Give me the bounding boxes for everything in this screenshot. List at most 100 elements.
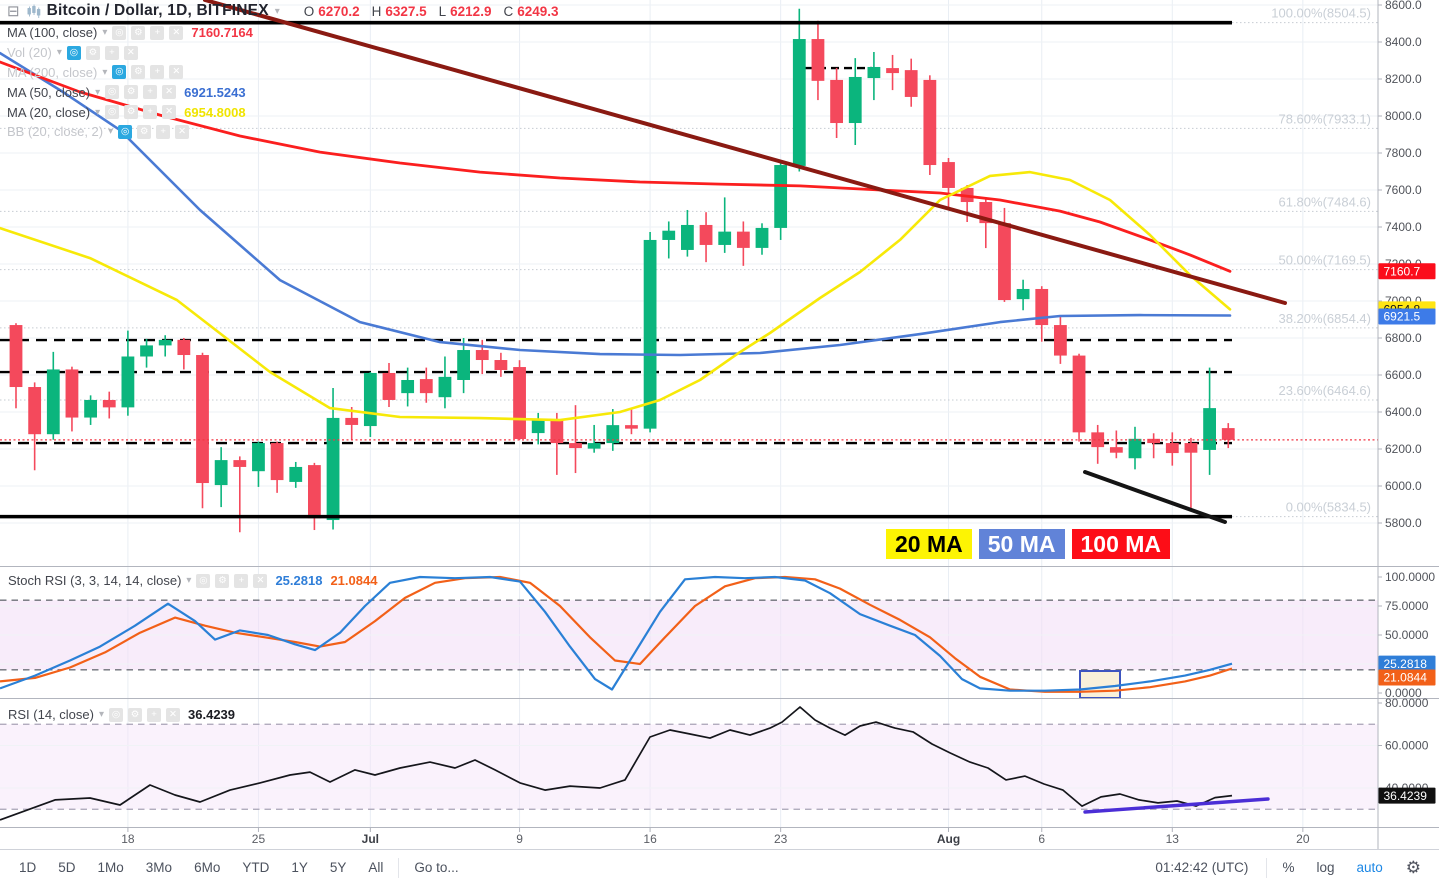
- range-button[interactable]: 1Mo: [97, 860, 124, 875]
- plus-icon[interactable]: +: [143, 105, 158, 120]
- range-button[interactable]: 3Mo: [145, 860, 173, 875]
- range-button[interactable]: YTD: [242, 860, 270, 875]
- price-axis-label: 8200.0: [1385, 72, 1422, 86]
- time-axis-label[interactable]: 25: [252, 832, 266, 846]
- chevron-down-icon[interactable]: ▾: [108, 126, 114, 138]
- gear-icon[interactable]: ⚙: [137, 124, 152, 139]
- ma-badge: 50 MA: [978, 529, 1065, 559]
- candle-body: [587, 443, 601, 449]
- chevron-down-icon[interactable]: ▾: [56, 47, 62, 59]
- plus-icon[interactable]: +: [147, 707, 162, 722]
- indicator-label[interactable]: MA (200, close): [7, 64, 98, 80]
- plus-icon[interactable]: +: [143, 85, 158, 100]
- time-axis-label[interactable]: 6: [1038, 832, 1045, 846]
- eye-icon[interactable]: ◎: [105, 105, 120, 120]
- gear-icon[interactable]: ⚙: [128, 707, 143, 722]
- plus-icon[interactable]: +: [150, 25, 165, 40]
- axis-badge: [1378, 669, 1436, 686]
- plus-icon[interactable]: +: [150, 65, 165, 80]
- indicator-label[interactable]: MA (100, close): [7, 25, 98, 41]
- candle-body: [46, 369, 60, 435]
- range-button[interactable]: 1D: [19, 860, 37, 875]
- clock[interactable]: 01:42:42 (UTC): [1155, 860, 1249, 875]
- gear-icon[interactable]: ⚙: [124, 85, 139, 100]
- chart-canvas[interactable]: 100.00%(8504.5) 78.60%(7933.1) 61.80%(7484…: [0, 0, 1439, 849]
- range-button[interactable]: 5Y: [329, 860, 347, 875]
- chevron-down-icon[interactable]: ▾: [274, 5, 280, 17]
- time-axis-label[interactable]: 18: [121, 832, 135, 846]
- goto-button[interactable]: Go to...: [414, 860, 459, 875]
- price-axis-label: 8400.0: [1385, 35, 1422, 49]
- collapse-panel-icon[interactable]: ⊟: [7, 2, 20, 20]
- eye-icon[interactable]: ◎: [105, 85, 120, 100]
- log-scale-button[interactable]: log: [1316, 860, 1335, 875]
- close-icon[interactable]: ✕: [162, 105, 177, 120]
- candle-body: [662, 230, 676, 240]
- close-icon[interactable]: ✕: [253, 573, 268, 588]
- auto-scale-button[interactable]: auto: [1356, 860, 1383, 875]
- chart-style-icon[interactable]: [26, 4, 41, 19]
- plus-icon[interactable]: +: [156, 124, 171, 139]
- ohlc-label: C: [503, 3, 514, 19]
- time-axis-label[interactable]: 9: [516, 832, 523, 846]
- close-icon[interactable]: ✕: [169, 25, 184, 40]
- eye-icon[interactable]: ◎: [112, 25, 127, 40]
- candle-body: [774, 165, 788, 228]
- range-button[interactable]: All: [368, 860, 384, 875]
- fib-label: 61.80%(7484.6): [1278, 194, 1371, 209]
- chevron-down-icon[interactable]: ▾: [102, 66, 108, 78]
- range-button[interactable]: 1Y: [291, 860, 308, 875]
- time-axis-label[interactable]: Jul: [362, 832, 379, 846]
- gear-icon[interactable]: ⚙: [124, 105, 139, 120]
- time-axis-label[interactable]: 13: [1166, 832, 1180, 846]
- chevron-down-icon[interactable]: ▾: [95, 106, 101, 118]
- eye-icon[interactable]: ◎: [196, 573, 211, 588]
- price-axis-label: 0.0000: [1385, 686, 1422, 700]
- time-axis-label[interactable]: Aug: [937, 832, 960, 846]
- eye-icon[interactable]: ◎: [109, 707, 124, 722]
- chevron-down-icon[interactable]: ▾: [186, 575, 192, 587]
- indicator-label[interactable]: MA (20, close): [7, 104, 91, 120]
- close-icon[interactable]: ✕: [162, 85, 177, 100]
- range-button[interactable]: 6Mo: [194, 860, 221, 875]
- chevron-down-icon[interactable]: ▾: [95, 86, 101, 98]
- time-axis-label[interactable]: 23: [774, 832, 788, 846]
- candle-body: [1072, 355, 1086, 433]
- range-button[interactable]: 5D: [58, 860, 76, 875]
- close-icon[interactable]: ✕: [175, 124, 190, 139]
- chevron-down-icon[interactable]: ▾: [102, 27, 108, 39]
- stoch-k-line: [0, 575, 1233, 692]
- time-axis-label[interactable]: 20: [1296, 832, 1310, 846]
- price-axis-label: 8600.0: [1385, 0, 1422, 12]
- indicator-row: MA (100, close) ▾ ◎ ⚙ + ✕ 7160.7164: [7, 23, 559, 43]
- gear-icon[interactable]: ⚙: [131, 65, 146, 80]
- candle-body: [681, 224, 694, 250]
- plus-icon[interactable]: +: [234, 573, 249, 588]
- rsi-label[interactable]: RSI (14, close): [8, 707, 94, 723]
- chevron-down-icon[interactable]: ▾: [98, 709, 105, 721]
- indicator-label[interactable]: MA (50, close): [7, 84, 91, 100]
- stoch-rsi-label[interactable]: Stoch RSI (3, 3, 14, 14, close): [8, 573, 182, 589]
- eye-icon[interactable]: ◎: [66, 45, 81, 60]
- percent-scale-button[interactable]: %: [1282, 860, 1295, 875]
- axis-badge: [1378, 308, 1436, 325]
- indicator-label[interactable]: Vol (20): [7, 45, 52, 61]
- eye-icon[interactable]: ◎: [118, 124, 133, 139]
- eye-icon[interactable]: ◎: [112, 65, 127, 80]
- candle-body: [84, 399, 97, 418]
- gear-icon[interactable]: ⚙: [1405, 857, 1421, 877]
- close-icon[interactable]: ✕: [166, 707, 181, 722]
- time-axis-label[interactable]: 16: [643, 832, 657, 846]
- gear-icon[interactable]: ⚙: [85, 45, 100, 60]
- indicator-label[interactable]: BB (20, close, 2): [7, 124, 104, 140]
- close-icon[interactable]: ✕: [169, 65, 184, 80]
- candle-body: [121, 356, 135, 408]
- price-axis-label: 60.0000: [1385, 739, 1429, 753]
- gear-icon[interactable]: ⚙: [215, 573, 230, 588]
- candle-body: [457, 350, 470, 380]
- symbol-title[interactable]: Bitcoin / Dollar, 1D, BITFINEX: [46, 2, 269, 19]
- gear-icon[interactable]: ⚙: [131, 25, 146, 40]
- close-icon[interactable]: ✕: [123, 45, 138, 60]
- plus-icon[interactable]: +: [104, 45, 119, 60]
- trendline: [203, 0, 1287, 305]
